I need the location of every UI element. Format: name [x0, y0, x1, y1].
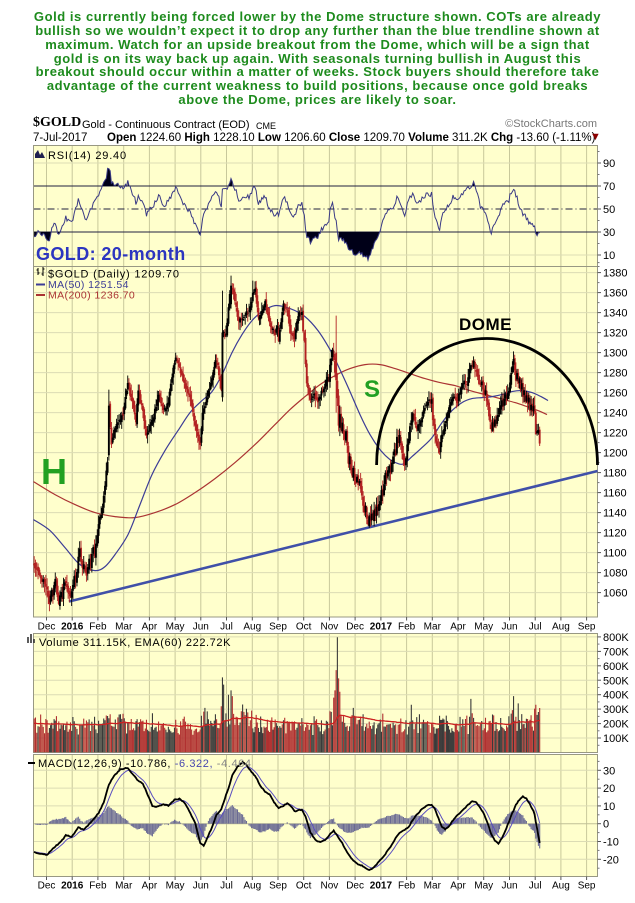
svg-text:1300: 1300	[603, 348, 627, 360]
svg-text:-20: -20	[603, 854, 619, 866]
svg-text:1320: 1320	[603, 328, 627, 340]
svg-text:1220: 1220	[603, 428, 627, 440]
svg-text:1240: 1240	[603, 408, 627, 420]
svg-text:Dec: Dec	[346, 881, 364, 892]
svg-text:-10: -10	[603, 837, 619, 849]
svg-text:Dec: Dec	[38, 881, 56, 892]
svg-text:50: 50	[603, 204, 615, 216]
svg-text:S: S	[364, 376, 380, 403]
svg-text:Feb: Feb	[398, 881, 416, 892]
svg-text:Jul: Jul	[529, 622, 542, 633]
svg-text:1200: 1200	[603, 448, 627, 460]
svg-text:$GOLD (Daily) 1209.70: $GOLD (Daily) 1209.70	[48, 269, 180, 281]
svg-text:Jul: Jul	[529, 881, 542, 892]
svg-text:Mar: Mar	[115, 881, 133, 892]
svg-text:2016: 2016	[61, 881, 84, 892]
svg-text:RSI(14) 29.40: RSI(14) 29.40	[48, 150, 127, 162]
svg-text:1260: 1260	[603, 388, 627, 400]
svg-text:1140: 1140	[603, 508, 627, 520]
svg-text:10: 10	[603, 801, 615, 813]
svg-text:Aug: Aug	[243, 622, 261, 633]
svg-text:10: 10	[603, 250, 615, 262]
svg-text:200K: 200K	[603, 719, 629, 731]
svg-text:800K: 800K	[603, 632, 629, 644]
svg-text:Aug: Aug	[552, 622, 570, 633]
svg-text:700K: 700K	[603, 646, 629, 658]
svg-text:Mar: Mar	[424, 622, 442, 633]
svg-text:Oct: Oct	[296, 622, 312, 633]
svg-text:1340: 1340	[603, 308, 627, 320]
svg-text:70: 70	[603, 181, 615, 193]
svg-text:May: May	[474, 622, 493, 633]
svg-text:Jun: Jun	[193, 881, 209, 892]
svg-text:H: H	[41, 451, 67, 492]
svg-text:Jul: Jul	[220, 881, 233, 892]
svg-text:Jun: Jun	[193, 622, 209, 633]
svg-text:1160: 1160	[603, 488, 627, 500]
svg-text:1380: 1380	[603, 268, 627, 280]
svg-text:May: May	[166, 881, 185, 892]
svg-text:May: May	[166, 622, 185, 633]
svg-text:1360: 1360	[603, 288, 627, 300]
svg-text:Jul: Jul	[220, 622, 233, 633]
svg-text:Nov: Nov	[321, 622, 339, 633]
svg-text:Sep: Sep	[269, 622, 287, 633]
svg-text:Feb: Feb	[398, 622, 416, 633]
svg-text:MA(200) 1236.70: MA(200) 1236.70	[48, 290, 135, 302]
svg-text:DOME: DOME	[459, 315, 512, 334]
svg-text:1280: 1280	[603, 368, 627, 380]
svg-text:600K: 600K	[603, 661, 629, 673]
svg-text:30: 30	[603, 765, 615, 777]
svg-text:90: 90	[603, 158, 615, 170]
svg-text:Apr: Apr	[142, 622, 158, 633]
svg-text:Dec: Dec	[346, 622, 364, 633]
svg-text:1060: 1060	[603, 588, 627, 600]
svg-text:1180: 1180	[603, 468, 627, 480]
svg-text:400K: 400K	[603, 690, 629, 702]
svg-text:Oct: Oct	[296, 881, 312, 892]
svg-text:Mar: Mar	[424, 881, 442, 892]
svg-text:GOLD: 20-month: GOLD: 20-month	[36, 244, 186, 264]
svg-text:Mar: Mar	[115, 622, 133, 633]
svg-text:1120: 1120	[603, 528, 627, 540]
svg-text:Dec: Dec	[38, 622, 56, 633]
svg-text:Apr: Apr	[450, 881, 466, 892]
svg-text:Feb: Feb	[89, 622, 107, 633]
svg-text:2016: 2016	[61, 622, 84, 633]
svg-text:2017: 2017	[370, 881, 393, 892]
svg-text:500K: 500K	[603, 675, 629, 687]
svg-text:Jun: Jun	[501, 622, 517, 633]
svg-text:Sep: Sep	[578, 881, 596, 892]
svg-text:Nov: Nov	[321, 881, 339, 892]
svg-text:Aug: Aug	[552, 881, 570, 892]
svg-text:30: 30	[603, 227, 615, 239]
svg-text:MA(50) 1251.54: MA(50) 1251.54	[48, 279, 129, 291]
svg-text:Jun: Jun	[501, 881, 517, 892]
svg-text:1080: 1080	[603, 568, 627, 580]
svg-text:0: 0	[603, 819, 609, 831]
svg-text:20: 20	[603, 783, 615, 795]
svg-text:Sep: Sep	[578, 622, 596, 633]
svg-text:Sep: Sep	[269, 881, 287, 892]
svg-text:Volume 311.15K, EMA(60) 222.72: Volume 311.15K, EMA(60) 222.72K	[39, 637, 231, 649]
svg-text:2017: 2017	[370, 622, 393, 633]
svg-text:MACD(12,26,9) -10.786, -6.322,: MACD(12,26,9) -10.786, -6.322, -4.464	[38, 758, 252, 770]
svg-text:May: May	[474, 881, 493, 892]
svg-text:Aug: Aug	[243, 881, 261, 892]
svg-text:Apr: Apr	[142, 881, 158, 892]
svg-text:300K: 300K	[603, 704, 629, 716]
svg-text:1100: 1100	[603, 548, 627, 560]
svg-text:Apr: Apr	[450, 622, 466, 633]
svg-text:Feb: Feb	[89, 881, 107, 892]
svg-text:100K: 100K	[603, 733, 629, 745]
